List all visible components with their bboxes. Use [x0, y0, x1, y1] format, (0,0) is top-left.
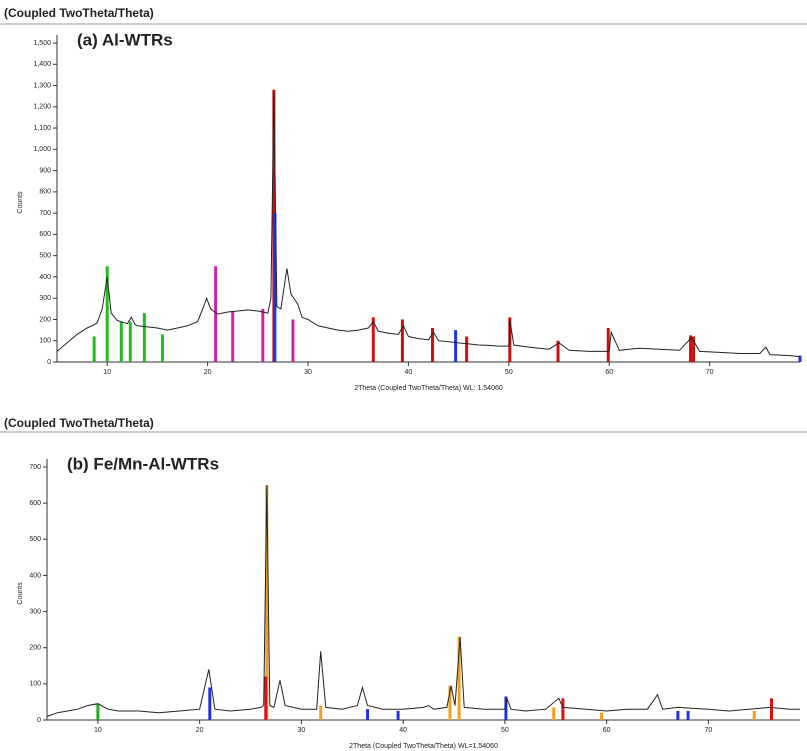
panel-header: (Coupled TwoTheta/Theta)	[4, 416, 154, 430]
x-tick-label: 20	[196, 727, 204, 734]
x-axis-label: 2Theta (Coupled TwoTheta/Theta) WL: 1.54…	[354, 385, 503, 392]
y-tick-label: 1,500	[33, 40, 51, 47]
y-axis-label: Counts	[17, 191, 24, 214]
x-tick-label: 30	[304, 369, 312, 376]
y-tick-label: 0	[37, 717, 41, 724]
y-tick-label: 200	[29, 645, 41, 652]
x-tick-label: 40	[405, 369, 413, 376]
y-tick-label: 900	[39, 167, 51, 174]
x-tick-label: 20	[204, 369, 212, 376]
y-tick-label: 1,100	[33, 125, 51, 132]
y-tick-label: 700	[39, 210, 51, 217]
chart-title: (a) Al-WTRs	[77, 30, 173, 49]
y-tick-label: 1,200	[33, 104, 51, 111]
y-tick-label: 800	[39, 189, 51, 196]
x-tick-label: 10	[94, 727, 102, 734]
x-tick-label: 30	[297, 727, 305, 734]
x-tick-label: 10	[103, 369, 111, 376]
y-tick-label: 700	[29, 464, 41, 471]
y-tick-label: 500	[39, 253, 51, 260]
y-tick-label: 100	[29, 681, 41, 688]
x-tick-label: 70	[705, 727, 713, 734]
chart-title: (b) Fe/Mn-Al-WTRs	[67, 454, 219, 473]
y-tick-label: 200	[39, 316, 51, 323]
y-tick-label: 1,300	[33, 82, 51, 89]
y-tick-label: 600	[39, 231, 51, 238]
x-tick-label: 50	[501, 727, 509, 734]
y-tick-label: 400	[29, 572, 41, 579]
y-tick-label: 500	[29, 536, 41, 543]
x-tick-label: 60	[603, 727, 611, 734]
y-tick-label: 1,000	[33, 146, 51, 153]
y-tick-label: 0	[47, 359, 51, 366]
pattern-line	[46, 485, 800, 717]
x-tick-label: 60	[605, 369, 613, 376]
x-tick-label: 50	[505, 369, 513, 376]
y-tick-label: 400	[39, 274, 51, 281]
panel-header: (Coupled TwoTheta/Theta)	[4, 6, 154, 20]
y-tick-label: 100	[39, 338, 51, 345]
x-tick-label: 70	[706, 369, 714, 376]
x-tick-label: 40	[399, 727, 407, 734]
y-axis-label: Counts	[17, 582, 24, 605]
y-tick-label: 600	[29, 500, 41, 507]
y-tick-label: 300	[29, 608, 41, 615]
x-axis-label: 2Theta (Coupled TwoTheta/Theta) WL=1.540…	[349, 743, 498, 750]
y-tick-label: 300	[39, 295, 51, 302]
pattern-line	[56, 91, 801, 358]
y-tick-label: 1,400	[33, 61, 51, 68]
